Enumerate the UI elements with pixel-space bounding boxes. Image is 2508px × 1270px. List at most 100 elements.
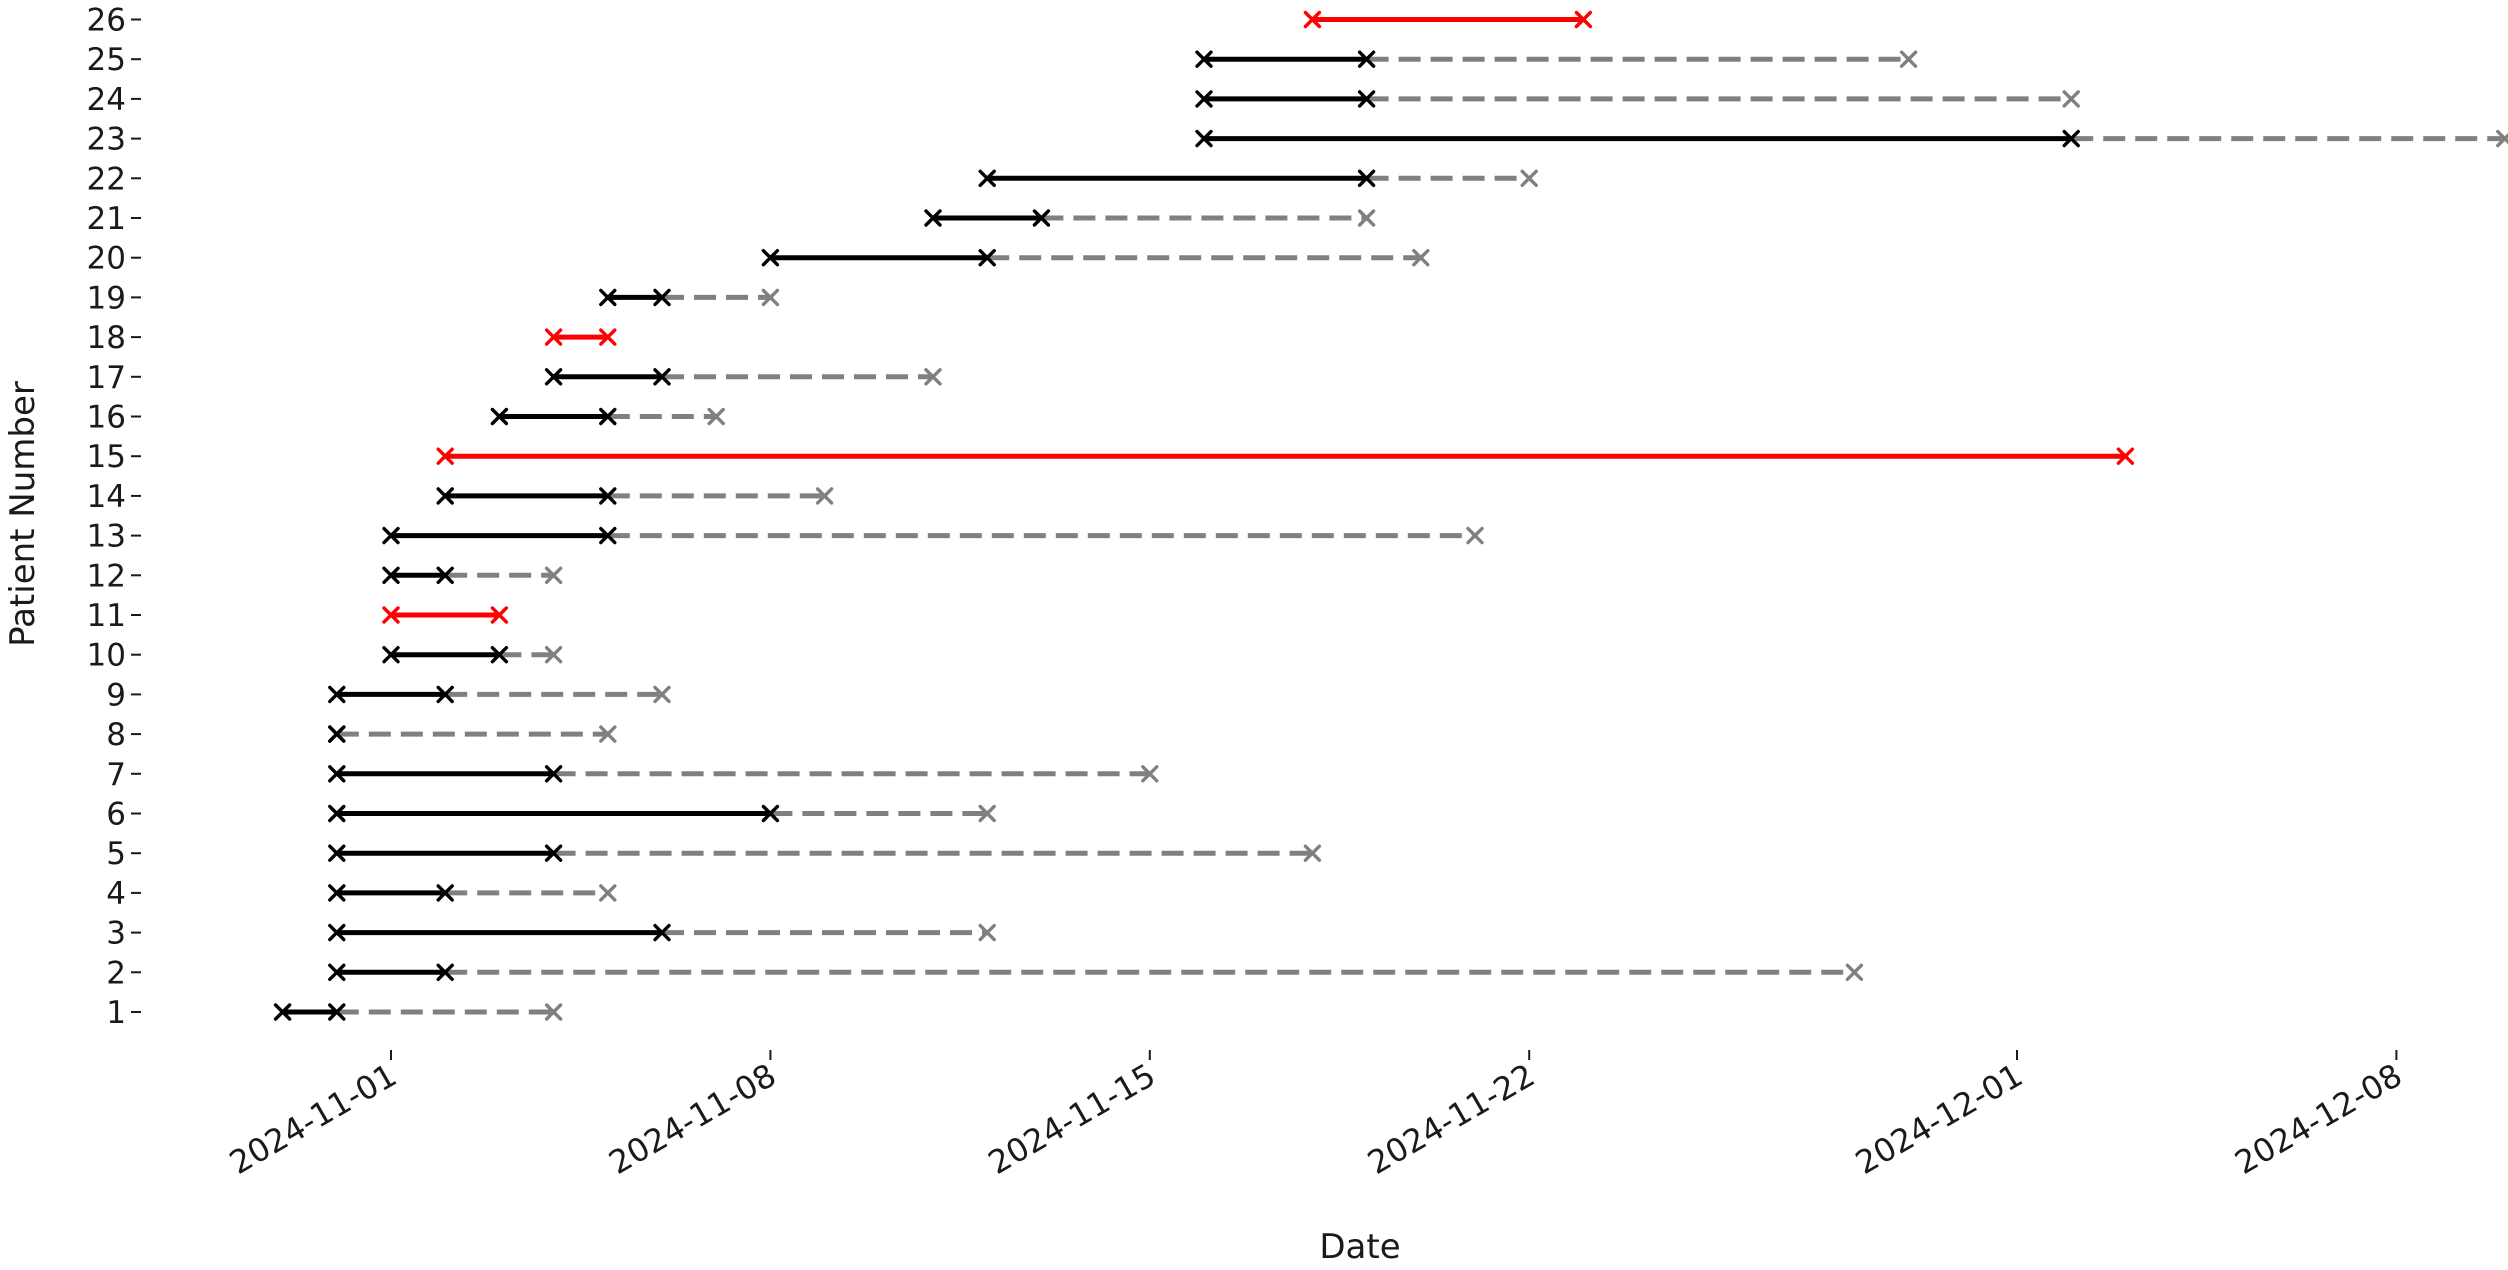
start-marker-stroke	[382, 646, 400, 664]
dashed-end-marker-stroke	[924, 368, 942, 386]
solid-end-marker	[436, 566, 454, 584]
dashed-end-marker-stroke	[761, 288, 780, 307]
dashed-end-marker-stroke	[978, 804, 996, 823]
solid-end-marker	[599, 487, 617, 505]
dashed-end-marker-stroke	[707, 407, 725, 426]
dashed-end-marker	[761, 288, 780, 307]
solid-end-marker-stroke	[490, 646, 509, 664]
dashed-end-marker-stroke	[544, 646, 563, 664]
x-tick-label: 2024-11-22	[1361, 1056, 1541, 1182]
solid-end-marker	[1357, 50, 1376, 68]
dashed-end-marker-stroke	[599, 725, 617, 743]
dashed-end-marker-stroke	[653, 685, 671, 704]
start-marker	[1303, 10, 1322, 29]
x-tick-label: 2024-11-08	[602, 1056, 782, 1182]
solid-end-marker	[1032, 209, 1051, 227]
solid-end-marker-stroke	[436, 685, 454, 704]
dashed-end-marker	[544, 646, 563, 664]
x-ticks: 2024-11-01 2024-11-08 2024-11-15 2024-11-22…	[223, 1050, 2408, 1182]
y-tick-label: 4	[106, 876, 126, 912]
y-tick-label: 14	[87, 479, 126, 515]
solid-end-marker	[1357, 169, 1376, 188]
solid-end-marker-stroke	[1357, 90, 1376, 108]
solid-end-marker	[599, 407, 617, 426]
solid-end-marker	[544, 844, 563, 862]
start-marker	[382, 526, 400, 545]
y-tick-label: 10	[87, 638, 126, 674]
solid-end-marker-stroke	[2116, 447, 2135, 465]
y-tick-label: 22	[87, 161, 126, 197]
y-tick-label: 15	[87, 439, 126, 475]
solid-end-marker-stroke	[653, 923, 671, 942]
solid-end-marker-stroke	[599, 407, 617, 426]
start-marker	[544, 368, 563, 386]
dashed-end-marker	[2062, 90, 2080, 108]
y-ticks: 1234567891011121314151617181920212223242…	[87, 3, 141, 1031]
start-marker	[328, 923, 346, 942]
solid-end-marker-stroke	[1574, 10, 1593, 29]
dashed-end-marker	[599, 725, 617, 743]
start-marker	[328, 844, 346, 862]
dashed-end-marker-stroke	[2496, 132, 2508, 148]
dashed-end-marker	[544, 1003, 563, 1021]
solid-end-marker	[436, 685, 454, 704]
solid-end-marker-stroke	[1357, 169, 1376, 188]
dashed-end-marker	[1412, 248, 1430, 267]
start-marker	[382, 606, 400, 624]
solid-end-marker-stroke	[599, 526, 617, 545]
dashed-end-marker-stroke	[2062, 90, 2080, 108]
start-marker	[382, 566, 400, 584]
solid-end-marker	[599, 328, 617, 346]
solid-end-marker	[436, 963, 454, 981]
start-marker-stroke	[1195, 90, 1213, 108]
start-marker-stroke	[328, 923, 346, 942]
start-marker	[382, 646, 400, 664]
x-axis: 2024-11-01 2024-11-08 2024-11-15 2024-11-22…	[223, 1050, 2408, 1182]
dashed-end-marker	[707, 407, 725, 426]
start-marker-stroke	[328, 804, 346, 823]
y-tick-label: 17	[87, 360, 126, 396]
start-marker-stroke	[382, 566, 400, 584]
y-tick-label: 21	[87, 201, 126, 237]
solid-end-marker-stroke	[436, 963, 454, 981]
start-marker	[599, 288, 617, 307]
dashed-end-marker-stroke	[599, 884, 617, 902]
dashed-end-marker-stroke	[1466, 526, 1484, 545]
start-marker	[328, 685, 346, 704]
dashed-end-marker-stroke	[544, 566, 563, 584]
y-tick-label: 23	[87, 122, 126, 158]
y-tick-label: 7	[106, 757, 126, 793]
solid-end-marker	[2062, 129, 2080, 148]
y-axis-title: Patient Number	[3, 381, 43, 647]
solid-end-marker-stroke	[544, 844, 563, 862]
dashed-end-marker-stroke	[1520, 169, 1538, 188]
solid-end-marker	[544, 765, 563, 783]
dashed-end-marker	[1899, 50, 1918, 68]
solid-end-marker	[653, 288, 671, 307]
dashed-end-marker	[2496, 129, 2508, 148]
start-marker-stroke	[1195, 129, 1213, 148]
y-tick-label: 19	[87, 280, 126, 316]
solid-end-marker-stroke	[978, 248, 996, 267]
solid-end-marker	[653, 368, 671, 386]
y-tick-label: 9	[106, 677, 126, 713]
solid-end-marker-stroke	[599, 487, 617, 505]
start-marker	[436, 487, 454, 505]
dashed-end-marker	[1845, 963, 1864, 981]
y-tick-label: 3	[106, 916, 126, 952]
dashed-end-marker-stroke	[1357, 209, 1376, 227]
y-tick-label: 25	[87, 42, 126, 78]
start-marker-stroke	[382, 606, 400, 624]
start-marker-stroke	[544, 368, 563, 386]
start-marker	[1195, 50, 1213, 68]
start-marker	[544, 328, 563, 346]
dashed-end-marker	[1141, 765, 1159, 783]
dashed-end-marker-stroke	[1412, 248, 1430, 267]
start-marker	[978, 169, 996, 188]
y-axis: 1234567891011121314151617181920212223242…	[87, 3, 141, 1031]
x-tick-label: 2024-11-15	[982, 1056, 1162, 1182]
start-marker-stroke	[328, 765, 346, 783]
start-marker-stroke	[328, 685, 346, 704]
start-marker-stroke	[490, 407, 509, 426]
